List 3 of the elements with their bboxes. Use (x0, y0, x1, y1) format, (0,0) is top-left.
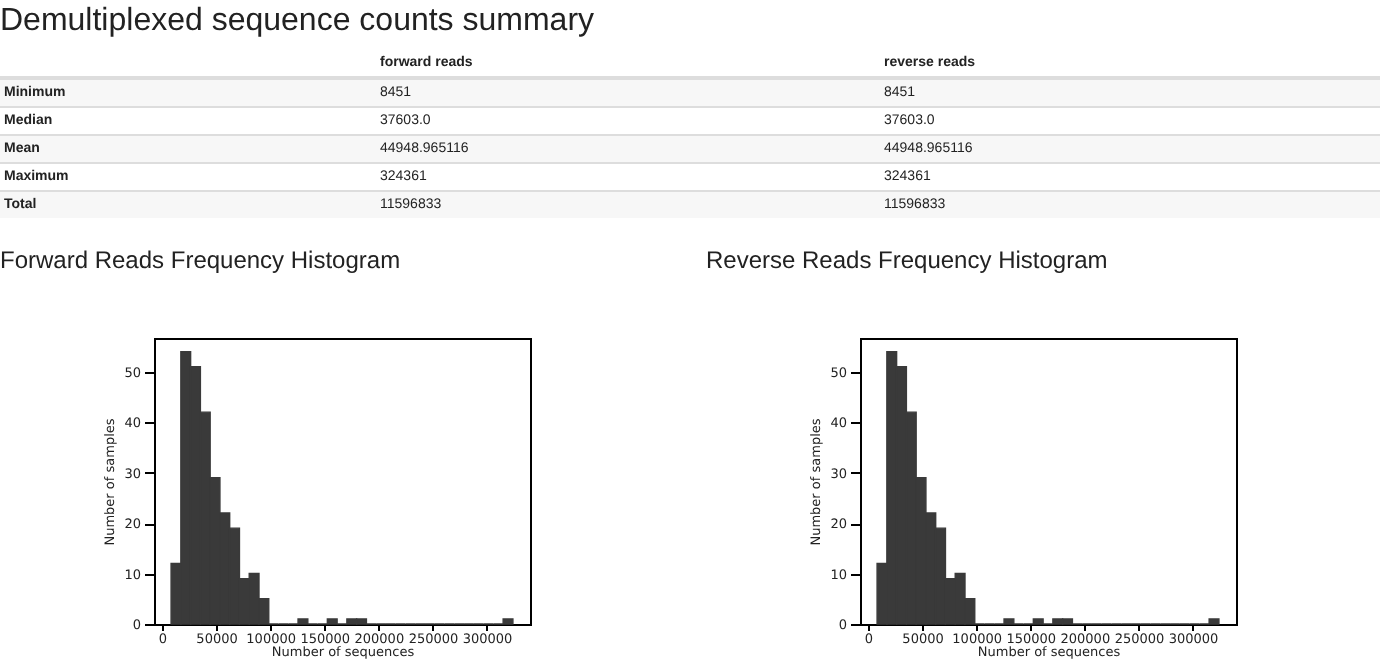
text: Demultiplexed sequence counts summary (0, 4, 597, 40)
chart-title: Reverse Reads Frequency Histogram (706, 246, 1108, 274)
chart-title: Forward Reads Frequency Histogram (0, 246, 401, 274)
